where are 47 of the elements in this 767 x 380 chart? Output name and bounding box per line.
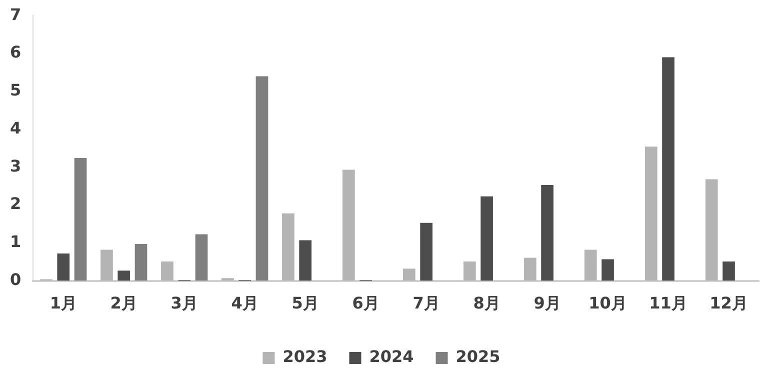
bar <box>195 234 208 281</box>
bar <box>541 184 554 281</box>
x-tick-label: 12月 <box>710 294 748 313</box>
bar <box>118 270 130 281</box>
bar <box>705 179 718 281</box>
bar <box>524 258 536 281</box>
bar <box>722 261 735 281</box>
bar <box>662 57 674 281</box>
bar <box>602 259 614 281</box>
bar <box>644 146 658 281</box>
bar <box>222 278 234 281</box>
y-tick-label: 3 <box>10 156 22 176</box>
bar <box>134 244 148 281</box>
x-tick-label: 2月 <box>110 294 138 313</box>
x-tick-label: 7月 <box>412 294 440 313</box>
legend-label: 2024 <box>369 347 414 366</box>
legend-label: 2025 <box>456 347 500 366</box>
y-tick-label: 6 <box>10 42 22 62</box>
y-tick-label: 0 <box>10 270 22 289</box>
x-tick-label: 1月 <box>50 294 77 313</box>
x-tick-label: 6月 <box>352 294 380 313</box>
x-tick-label: 9月 <box>534 294 561 313</box>
bar <box>584 250 597 281</box>
y-tick-label: 4 <box>10 118 22 138</box>
bar <box>57 254 70 281</box>
bar <box>282 213 294 281</box>
bar <box>342 170 355 281</box>
x-tick-label: 3月 <box>170 294 198 313</box>
bar <box>100 250 113 281</box>
x-tick-label: 4月 <box>231 294 258 313</box>
y-tick-label: 2 <box>10 194 22 214</box>
legend-label: 2023 <box>282 347 328 366</box>
x-tick-label: 8月 <box>473 294 500 313</box>
x-tick-label: 11月 <box>649 294 688 313</box>
bar <box>463 261 476 281</box>
bar <box>299 240 312 281</box>
y-tick-label: 7 <box>10 4 22 24</box>
x-tick-label: 5月 <box>292 294 319 313</box>
x-tick-label: 10月 <box>588 294 627 313</box>
bar <box>74 158 87 281</box>
bar <box>256 76 268 281</box>
y-tick-label: 5 <box>10 80 22 100</box>
y-tick-label: 1 <box>10 232 22 252</box>
bar <box>420 222 432 281</box>
bar <box>161 261 174 281</box>
bar <box>480 196 493 281</box>
bar <box>403 268 416 281</box>
